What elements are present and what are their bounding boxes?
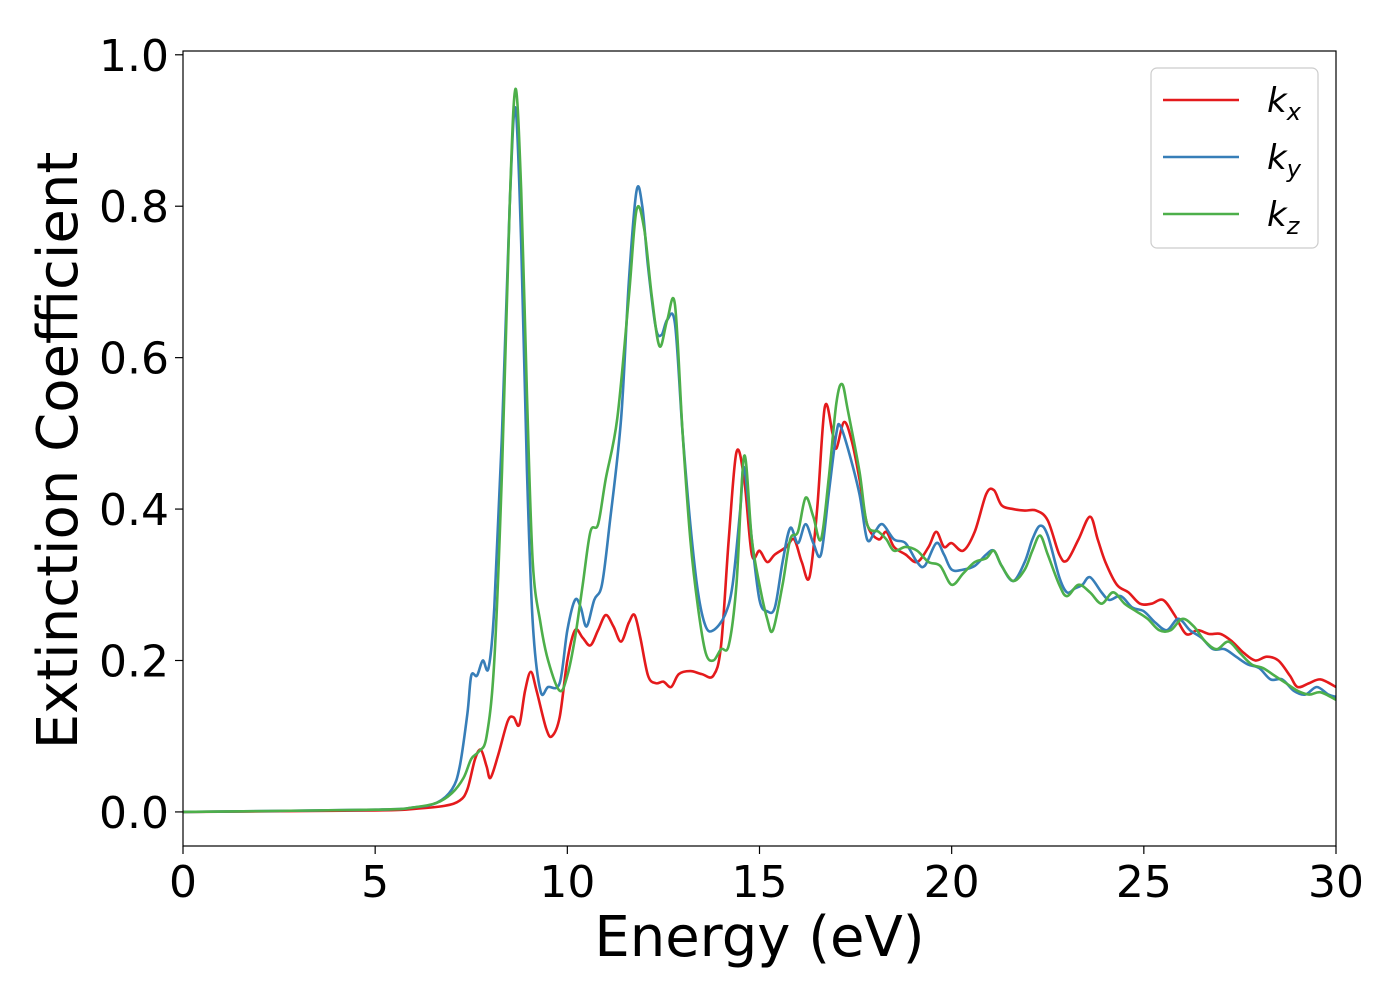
legend: kx ky kz — [1150, 67, 1319, 249]
y-axis: 0.0 0.2 0.4 0.6 0.8 1.0 — [99, 31, 183, 839]
x-tick-label: 5 — [361, 857, 389, 908]
y-tick-label: 0.2 — [99, 637, 169, 688]
y-tick-label: 0.6 — [99, 334, 169, 385]
legend-label-kx: kx — [1267, 81, 1302, 126]
x-tick-label: 15 — [732, 857, 788, 908]
x-tick-label: 10 — [539, 857, 595, 908]
series-line-kx — [183, 402, 1336, 814]
y-tick-label: 0.0 — [99, 788, 169, 839]
y-axis-title: Extinction Coefficient — [26, 152, 91, 750]
legend-label-kz: kz — [1267, 195, 1301, 240]
series-group — [183, 87, 1336, 814]
series-line-kz — [183, 87, 1336, 814]
x-axis: 0 5 10 15 20 25 30 — [169, 846, 1364, 908]
y-tick-label: 0.8 — [99, 182, 169, 233]
x-tick-label: 20 — [924, 857, 980, 908]
x-axis-title: Energy (eV) — [594, 905, 924, 970]
legend-label-ky: ky — [1267, 138, 1302, 183]
series-line-ky — [183, 106, 1336, 814]
y-tick-label: 1.0 — [99, 31, 169, 82]
y-tick-label: 0.4 — [99, 485, 169, 536]
x-tick-label: 0 — [169, 857, 197, 908]
x-tick-label: 30 — [1308, 857, 1364, 908]
x-tick-label: 25 — [1116, 857, 1172, 908]
